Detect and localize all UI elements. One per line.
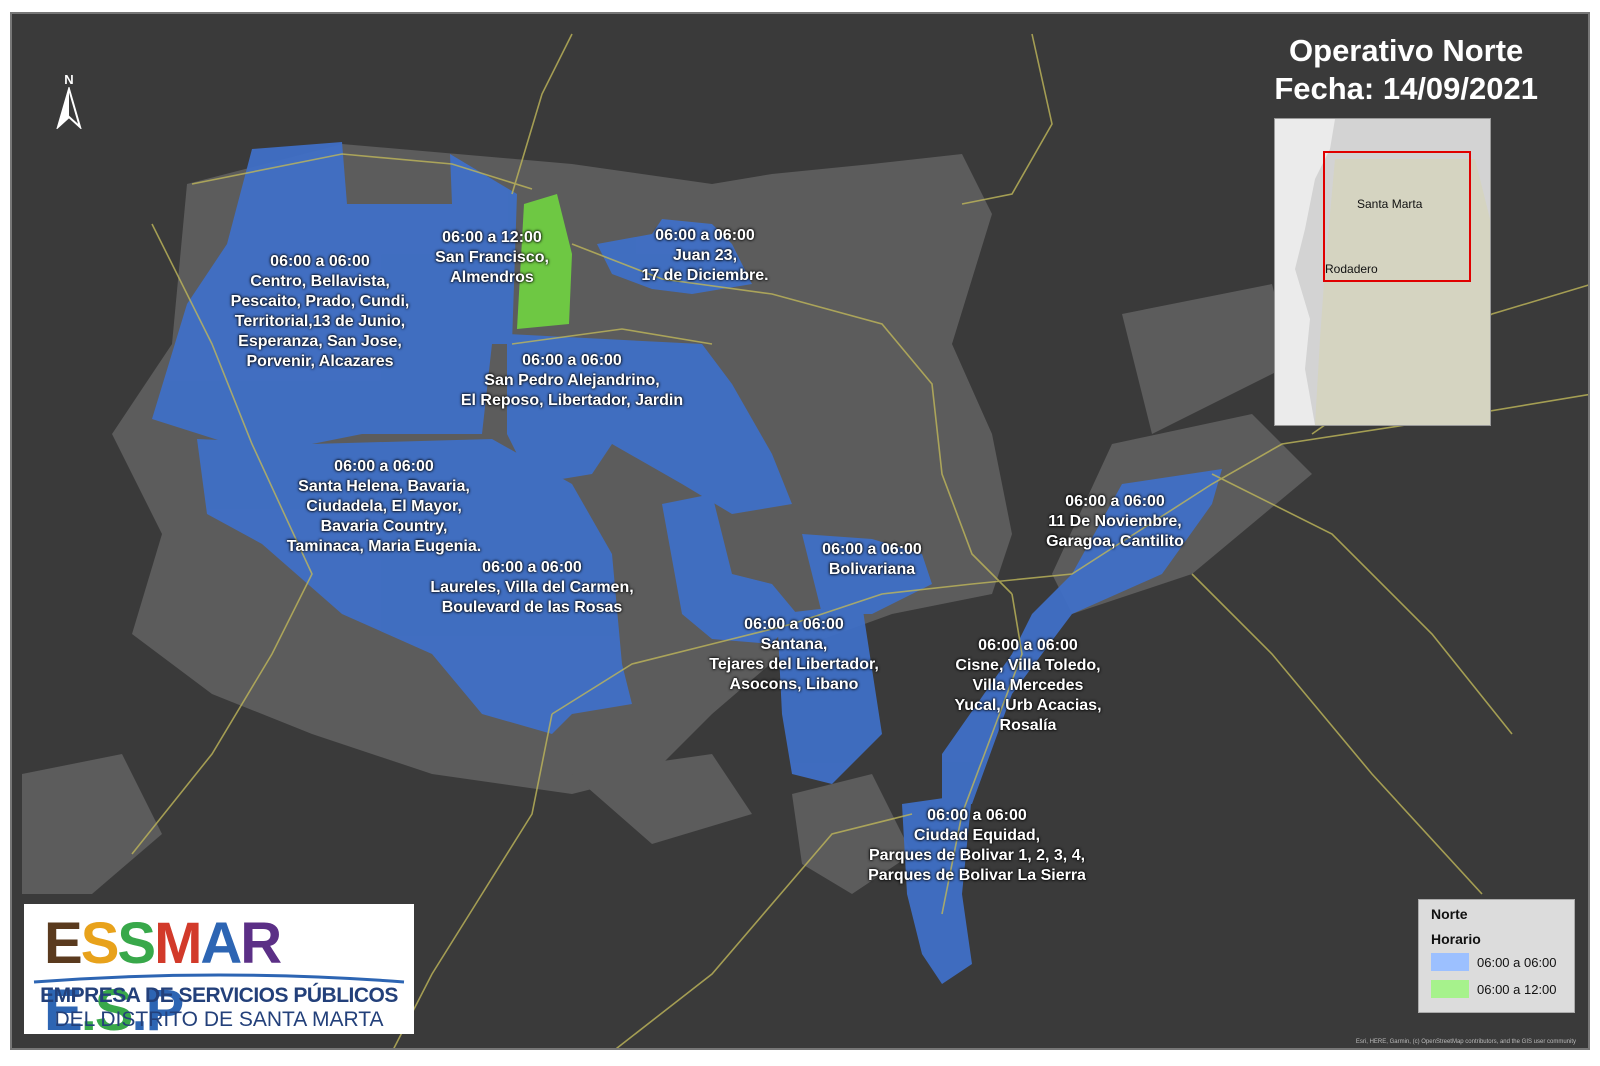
logo-line-2: DEL DISTRITO DE SANTA MARTA [54, 1008, 384, 1031]
zone-06-12 [517, 194, 572, 329]
basemap [22, 33, 1588, 1048]
north-arrow-shape [56, 85, 82, 131]
legend-subtitle: Horario [1431, 931, 1481, 947]
north-letter: N [64, 72, 74, 87]
legend-swatch-06-12 [1431, 980, 1469, 998]
zone-label-ciudad-equidad: 06:00 a 06:00 Ciudad Equidad, Parques de B… [868, 807, 1086, 884]
zone-label-cisne: 06:00 a 06:00 Cisne, Villa Toledo, Villa M… [954, 637, 1102, 734]
essmar-logo: ESSMAR E.S.P EMPRESA DE SERVICIOS PÚBLIC… [24, 904, 414, 1043]
map-legend: Norte Horario 06:00 a 06:00 06:00 a 12:0… [1418, 899, 1575, 1013]
roads [131, 33, 1588, 1048]
inset-label-rodadero: Rodadero [1325, 262, 1378, 276]
zone-label-laureles: 06:00 a 06:00 Laureles, Villa del Carmen,… [430, 559, 634, 616]
zone-label-santa-helena: 06:00 a 06:00 Santa Helena, Bavaria, Ciuda… [286, 458, 482, 555]
inset-extent-frame [1323, 151, 1471, 282]
zone-label-santana: 06:00 a 06:00 Santana, Tejares del Liberta… [709, 616, 879, 693]
zone-label-centro: 06:00 a 06:00 Centro, Bellavista, Pescaito… [230, 253, 410, 370]
map-attribution: Esri, HERE, Garmin, (c) OpenStreetMap co… [1355, 1039, 1576, 1045]
title-date: Fecha: 14/09/2021 [1274, 71, 1538, 106]
legend-swatch-06-06 [1431, 953, 1469, 971]
map-title: Operativo Norte Fecha: 14/09/2021 [1274, 32, 1538, 108]
zone-label-san-francisco: 06:00 a 12:00 San Francisco, Almendros [435, 229, 549, 286]
zone-label-bolivariana: 06:00 a 06:00 Bolivariana [822, 541, 922, 578]
legend-title: Norte [1431, 906, 1468, 922]
legend-label-06-12: 06:00 a 12:00 [1477, 982, 1557, 997]
zone-label-juan-23: 06:00 a 06:00 Juan 23, 17 de Diciembre. [641, 227, 769, 284]
zones-06-06 [152, 142, 1222, 984]
inset-overview-map: Santa Marta Rodadero [1274, 118, 1491, 426]
zone-label-san-pedro: 06:00 a 06:00 San Pedro Alejandrino, El Re… [460, 352, 684, 409]
logo-line-1: EMPRESA DE SERVICIOS PÚBLICOS [40, 984, 398, 1007]
legend-label-06-06: 06:00 a 06:00 [1477, 955, 1557, 970]
inset-label-santa-marta: Santa Marta [1357, 197, 1423, 211]
title-line-1: Operativo Norte [1289, 33, 1524, 68]
inset-land [1275, 119, 1490, 425]
zone-label-11-de-noviembre: 06:00 a 06:00 11 De Noviembre, Garagoa, Ca… [1046, 493, 1184, 550]
north-arrow-icon: N [54, 72, 84, 132]
logo-swoosh [33, 973, 405, 984]
map-canvas[interactable]: Operativo Norte Fecha: 14/09/2021 N 06:0… [10, 12, 1590, 1050]
logo-brand: ESSMAR E.S.P [44, 911, 282, 1043]
